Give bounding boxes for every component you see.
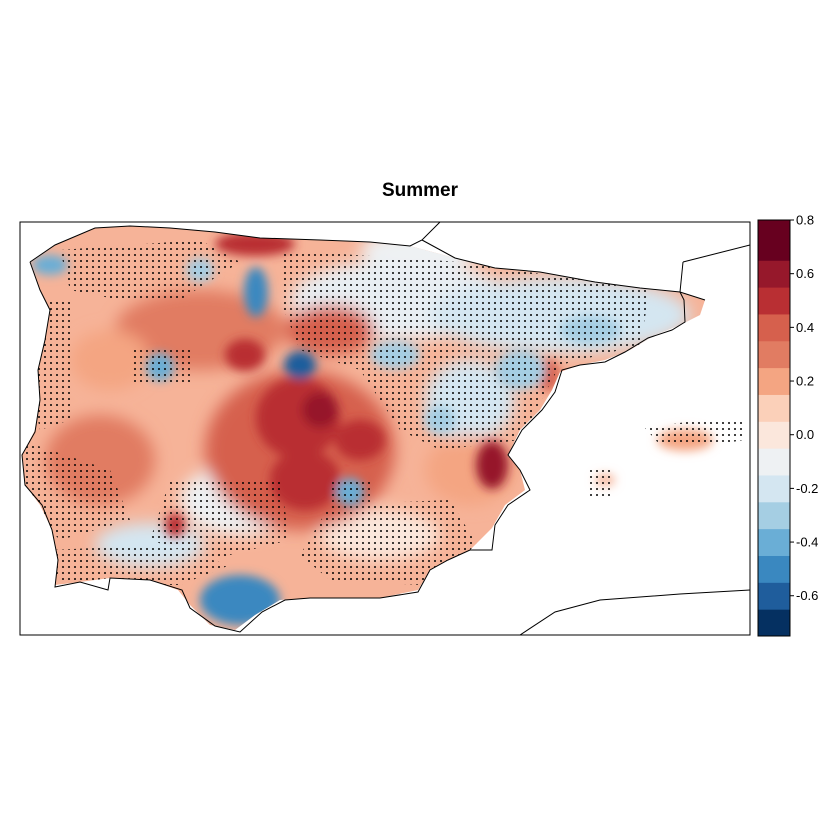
legend-tick-label: 0.2 xyxy=(796,374,814,389)
legend-swatch xyxy=(758,528,790,556)
legend-swatch xyxy=(758,220,790,261)
legend-tick-label: 0.6 xyxy=(796,266,814,281)
legend-tick-label: 0.0 xyxy=(796,427,814,442)
coastline xyxy=(21,222,750,635)
legend-swatch xyxy=(758,367,790,395)
legend-swatch xyxy=(758,287,790,315)
legend-swatch xyxy=(758,448,790,476)
map-panel-frame xyxy=(19,221,751,636)
legend-swatch xyxy=(758,609,790,637)
legend-swatch xyxy=(758,474,790,503)
legend-tick-label: 0.8 xyxy=(796,213,814,228)
legend-swatch xyxy=(758,394,790,422)
legend-swatch xyxy=(758,313,790,342)
color-legend: 0.8 0.6 0.4 0.2 0.0 -0.2 -0.4 -0.6 xyxy=(757,213,818,637)
legend-swatches xyxy=(758,220,790,637)
legend-tick-label: 0.4 xyxy=(796,320,814,335)
legend-swatch xyxy=(758,260,790,288)
legend-frame xyxy=(757,219,791,637)
legend-tick-label: -0.6 xyxy=(796,588,818,603)
map-title: Summer xyxy=(381,180,459,201)
legend-ticks: 0.8 0.6 0.4 0.2 0.0 -0.2 -0.4 -0.6 xyxy=(790,213,818,603)
legend-swatch xyxy=(758,501,790,530)
legend-tick-label: -0.4 xyxy=(796,535,818,550)
legend-tick-label: -0.2 xyxy=(796,481,818,496)
legend-swatch xyxy=(758,421,790,449)
legend-swatch xyxy=(758,340,790,369)
legend-swatch xyxy=(758,582,790,610)
legend-swatch xyxy=(758,555,790,583)
significance-stipple xyxy=(22,240,745,585)
